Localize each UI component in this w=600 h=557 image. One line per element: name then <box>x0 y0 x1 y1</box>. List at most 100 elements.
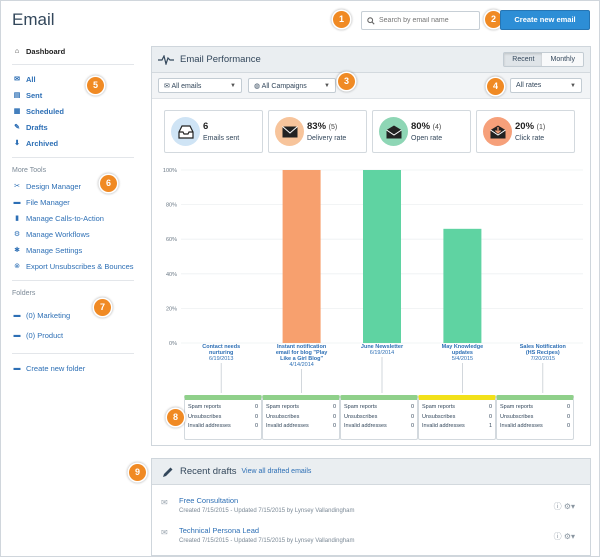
pencil-icon: ✎ <box>14 124 20 131</box>
sidebar-item-archived[interactable]: ⬇ Archived <box>12 135 134 151</box>
more-tools-heading: More Tools <box>12 167 47 174</box>
recent-drafts-header: Recent drafts View all drafted emails <box>152 459 590 485</box>
click-rate-value: 20% <box>515 121 535 132</box>
workflow-icon: ⚙ <box>13 231 21 238</box>
health-label: Unsubscribes <box>500 413 534 420</box>
health-label: Unsubscribes <box>422 413 456 420</box>
sidebar-item-label: Sent <box>26 90 43 100</box>
health-label: Invalid addresses <box>422 423 465 429</box>
cta-icon: ▮ <box>15 215 19 222</box>
gear-icon[interactable]: ⚙▾ <box>563 532 575 541</box>
sent-icon: ▤ <box>13 92 21 99</box>
email-health-card: Spam reports 0 Unsubscribes 0 Invalid addres… <box>418 395 496 440</box>
envelope-icon: ✉ <box>14 76 20 83</box>
info-icon[interactable]: ⓘ <box>553 502 562 511</box>
health-row-unsub: Unsubscribes 0 <box>344 413 414 423</box>
health-value: 0 <box>488 404 492 410</box>
sidebar-tool-workflows[interactable]: ⚙ Manage Workflows <box>12 226 134 242</box>
stat-card-delivery-rate: 83% (5) Delivery rate <box>268 110 367 153</box>
sidebar-tool-design-manager[interactable]: ✂ Design Manager <box>12 178 134 194</box>
sidebar-tool-file-manager[interactable]: ▬ File Manager <box>12 194 134 210</box>
x-category-label: nurturing <box>209 350 233 356</box>
y-tick-label: 20% <box>166 306 177 312</box>
draft-meta: Created 7/15/2015 - Updated 7/15/2015 by… <box>179 508 355 514</box>
health-value: 0 <box>566 404 570 410</box>
sidebar-tool-settings[interactable]: ✱ Manage Settings <box>12 242 134 258</box>
health-row-invalid: Invalid addresses 0 <box>344 422 414 432</box>
health-label: Invalid addresses <box>266 423 309 429</box>
sidebar-folder-marketing[interactable]: ▬ (0) Marketing <box>12 307 134 323</box>
sidebar-item-label: Drafts <box>26 122 48 132</box>
toggle-recent[interactable]: Recent <box>504 53 543 66</box>
envelope-icon <box>275 117 304 146</box>
sidebar-item-label: Scheduled <box>26 106 64 116</box>
sidebar-item-label: Export Unsubscribes & Bounces <box>26 261 134 271</box>
sidebar-folder-product[interactable]: ▬ (0) Product <box>12 327 134 343</box>
period-toggle: Recent Monthly <box>503 52 584 67</box>
health-label: Invalid addresses <box>344 423 387 429</box>
search-box[interactable] <box>361 11 480 30</box>
sidebar-tool-cta[interactable]: ▮ Manage Calls-to-Action <box>12 210 134 226</box>
gear-icon[interactable]: ⚙▾ <box>563 502 575 511</box>
sidebar-item-dashboard[interactable]: ⌂ Dashboard <box>12 44 134 58</box>
health-value: 0 <box>566 413 570 420</box>
emails-filter-dropdown[interactable]: ✉ All emails ▼ <box>158 78 242 93</box>
sidebar-item-label: (0) Marketing <box>26 310 71 320</box>
sidebar-item-label: Manage Calls-to-Action <box>26 213 104 223</box>
sidebar-item-scheduled[interactable]: ▦ Scheduled <box>12 103 134 119</box>
sidebar-item-drafts[interactable]: ✎ Drafts <box>12 119 134 135</box>
click-icon <box>483 117 512 146</box>
list-item[interactable]: ✉ Technical Persona Lead Created 7/15/20… <box>161 525 581 553</box>
health-label: Unsubscribes <box>344 413 378 420</box>
email-health-card: Spam reports 0 Unsubscribes 0 Invalid addres… <box>262 395 340 440</box>
health-label: Spam reports <box>266 404 300 410</box>
step-badge: 2 <box>485 11 502 28</box>
x-date-label: 4/14/2014 <box>289 362 313 368</box>
sidebar-item-all[interactable]: ✉ All <box>12 71 134 87</box>
list-item[interactable]: ✉ Free Consultation Created 7/15/2015 - … <box>161 495 581 523</box>
health-value: 0 <box>332 404 336 410</box>
draft-name[interactable]: Free Consultation <box>179 496 239 505</box>
health-value: 0 <box>410 413 414 420</box>
emails-sent-value: 6 <box>203 121 209 132</box>
health-row-invalid: Invalid addresses 0 <box>188 422 258 432</box>
calendar-icon: ▦ <box>13 108 21 115</box>
sidebar-item-label: File Manager <box>26 197 70 207</box>
open-envelope-icon <box>379 117 408 146</box>
toggle-monthly[interactable]: Monthly <box>542 53 583 66</box>
stat-card-click-rate: 20% (1) Click rate <box>476 110 575 153</box>
sidebar-tool-export[interactable]: ⊗ Export Unsubscribes & Bounces <box>12 258 134 274</box>
sidebar-item-label: (0) Product <box>26 330 64 340</box>
gear-icon: ✱ <box>14 247 20 254</box>
folder-icon: ▬ <box>13 311 21 319</box>
campaigns-filter-dropdown[interactable]: ◍ All Campaigns ▼ <box>248 78 336 93</box>
view-all-drafts-link[interactable]: View all drafted emails <box>241 468 312 475</box>
health-value: 0 <box>254 413 258 420</box>
health-row-spam: Spam reports 0 <box>188 403 258 413</box>
rates-filter-dropdown[interactable]: All rates ▼ <box>510 78 582 93</box>
email-health-card: Spam reports 0 Unsubscribes 0 Invalid addres… <box>496 395 574 440</box>
health-row-invalid: Invalid addresses 1 <box>422 422 492 432</box>
delivery-rate-value: 83% <box>307 121 327 132</box>
stat-card-open-rate: 80% (4) Open rate <box>372 110 471 153</box>
folder-icon: ▬ <box>13 331 21 339</box>
panel-header: Email Performance Recent Monthly <box>152 47 590 73</box>
tools-icon: ✂ <box>14 183 20 190</box>
search-input[interactable] <box>379 17 479 24</box>
globe-icon: ◍ <box>254 82 262 90</box>
draft-name[interactable]: Technical Persona Lead <box>179 526 260 535</box>
y-tick-label: 100% <box>163 168 177 174</box>
health-label: Unsubscribes <box>188 413 222 420</box>
rates-filter-value: All rates <box>516 82 542 89</box>
export-icon: ⊗ <box>14 263 20 270</box>
health-row-spam: Spam reports 0 <box>344 403 414 413</box>
create-new-email-button[interactable]: Create new email <box>500 10 590 30</box>
chevron-down-icon: ▼ <box>570 82 576 89</box>
info-icon[interactable]: ⓘ <box>553 532 562 541</box>
email-health-card: Spam reports 0 Unsubscribes 0 Invalid addres… <box>184 395 262 440</box>
create-new-folder-link[interactable]: ▬ Create new folder <box>12 360 134 376</box>
emails-sent-label: Emails sent <box>203 135 240 142</box>
performance-bar-chart: 100% 80% 60% 40% 20% 0% Contact needsnurturing… <box>163 168 583 393</box>
sidebar-item-sent[interactable]: ▤ Sent <box>12 87 134 103</box>
x-category-label: June Newsletter <box>361 344 404 350</box>
